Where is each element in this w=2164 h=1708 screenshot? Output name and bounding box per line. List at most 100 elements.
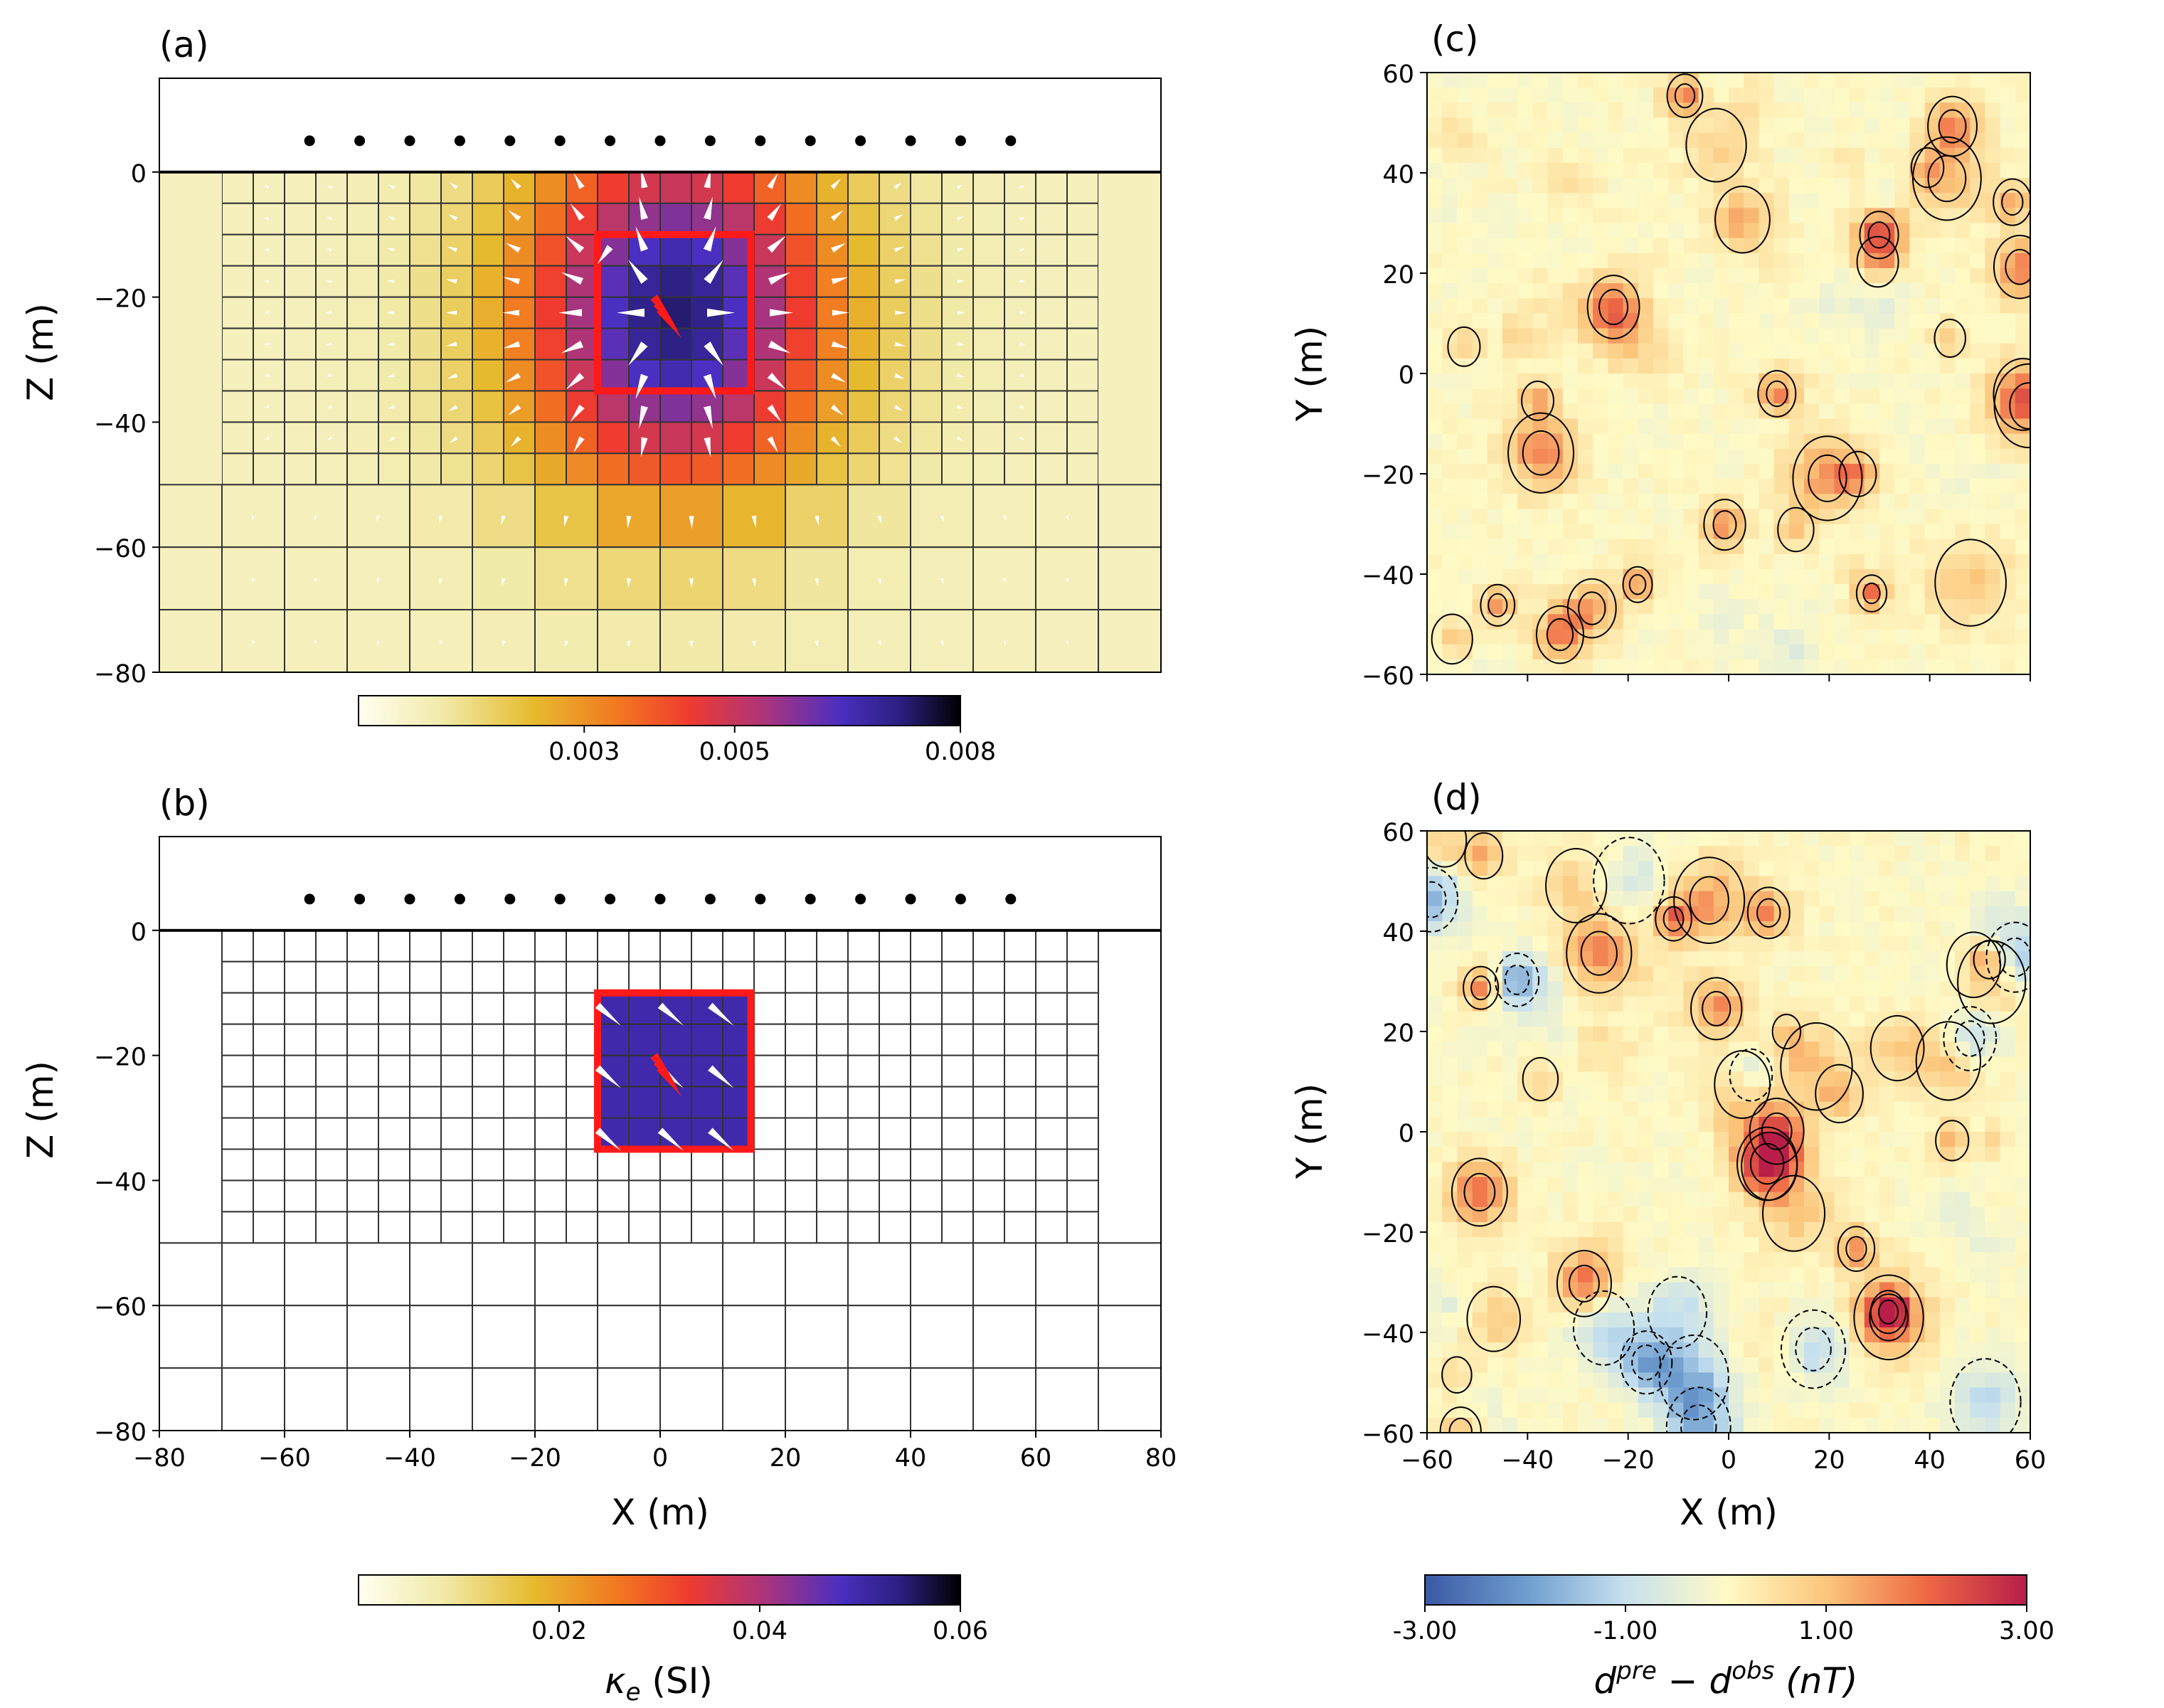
- arrow: [1019, 436, 1025, 440]
- residual-cell: [1804, 373, 1820, 389]
- residual-cell: [1713, 891, 1729, 907]
- residual-cell: [1683, 509, 1699, 525]
- magnetization-arrows: [252, 168, 1069, 648]
- arrow: [893, 404, 903, 412]
- residual-cell: [1713, 1132, 1729, 1147]
- mesh-cell: [221, 1242, 285, 1307]
- residual-cell: [1517, 1011, 1533, 1027]
- residual-cell: [1879, 403, 1895, 420]
- residual-cell: [1668, 614, 1684, 630]
- residual-cell: [1653, 494, 1669, 509]
- mesh-cell: [659, 1367, 723, 1431]
- mesh-cell: [1035, 1086, 1068, 1119]
- arrow: [831, 341, 849, 349]
- residual-cell: [1879, 936, 1895, 952]
- residual-cell: [1532, 1372, 1549, 1389]
- residual-cell: [1955, 891, 1971, 907]
- residual-cell: [1623, 433, 1639, 450]
- residual-cell: [1487, 846, 1503, 861]
- residual-cell: [1773, 629, 1790, 645]
- residual-cell: [1532, 208, 1549, 224]
- residual-cell: [1623, 238, 1639, 254]
- residual-cell: [1985, 162, 2001, 179]
- residual-cell: [1759, 509, 1775, 525]
- residual-cell: [1864, 73, 1880, 88]
- residual-cell: [1713, 1071, 1729, 1088]
- mesh-cell: [315, 452, 348, 486]
- residual-cell: [1744, 388, 1759, 404]
- residual-cell: [2015, 1132, 2030, 1147]
- residual-cell: [2000, 831, 2016, 847]
- residual-cell: [1487, 298, 1503, 314]
- residual-cell: [1819, 253, 1835, 269]
- residual-cell: [1985, 1221, 2001, 1238]
- residual-cell: [1985, 267, 2001, 284]
- residual-cell: [1804, 193, 1820, 208]
- residual-cell: [1517, 891, 1533, 907]
- mesh-cell: [284, 390, 317, 423]
- residual-cell: [1924, 876, 1941, 892]
- residual-cell: [1472, 1147, 1488, 1162]
- residual-cell: [2000, 253, 2016, 269]
- arrow: [1019, 373, 1026, 377]
- mesh-cell: [972, 1054, 1005, 1088]
- residual-cell: [1970, 644, 1985, 660]
- arrow: [958, 311, 965, 315]
- residual-cell: [1487, 448, 1503, 465]
- residual-cell: [1623, 223, 1639, 239]
- residual-cell: [1744, 1312, 1759, 1328]
- residual-cell: [1442, 418, 1458, 435]
- residual-cell: [1788, 1237, 1805, 1253]
- residual-cell: [1879, 1162, 1895, 1178]
- residual-cell: [1729, 358, 1744, 374]
- residual-cell: [1894, 1237, 1910, 1253]
- residual-cell: [1427, 132, 1443, 149]
- residual-cell: [1623, 388, 1639, 404]
- residual-cell: [1487, 267, 1503, 284]
- residual-cell: [1759, 1177, 1775, 1193]
- residual-contours: [1427, 831, 2030, 1433]
- residual-cell: [1653, 1071, 1669, 1088]
- residual-cell: [1562, 1147, 1579, 1162]
- residual-cell: [1759, 981, 1775, 997]
- residual-cell: [1729, 599, 1744, 615]
- residual-cell: [1924, 1297, 1941, 1313]
- residual-cell: [2015, 1056, 2030, 1072]
- residual-cell: [1909, 996, 1926, 1012]
- mesh-cell: [284, 1179, 317, 1213]
- residual-cell: [1864, 1372, 1880, 1389]
- residual-cell: [1894, 1071, 1910, 1088]
- residual-cell: [2000, 373, 2016, 389]
- mesh-cell: [534, 327, 567, 361]
- mesh-cell: [691, 1117, 723, 1150]
- mesh-cell: [221, 1054, 254, 1088]
- residual-cell: [1487, 921, 1503, 937]
- mesh-cell: [346, 1211, 379, 1244]
- residual-cell: [1985, 1237, 2001, 1253]
- residual-cell: [1698, 629, 1714, 645]
- positive-contour: [1934, 319, 1966, 358]
- residual-cell: [1578, 659, 1593, 674]
- residual-cell: [1788, 831, 1805, 847]
- residual-cell: [2000, 403, 2016, 420]
- residual-cell: [1924, 951, 1941, 967]
- residual-cell: [1427, 524, 1443, 540]
- residual-cell: [1759, 1267, 1775, 1283]
- xtick-label: 40: [895, 1444, 927, 1473]
- residual-cell: [1502, 298, 1518, 314]
- residual-cell: [1985, 1177, 2001, 1193]
- residual-cell: [1894, 1327, 1910, 1343]
- residual-cell: [1578, 876, 1593, 892]
- mesh-cell: [941, 929, 974, 962]
- arrow: [815, 578, 819, 586]
- residual-cell: [1970, 1056, 1985, 1072]
- residual-cell: [1788, 876, 1805, 892]
- residual-cell: [1955, 178, 1971, 193]
- residual-cell: [1517, 906, 1533, 922]
- positive-contour: [1777, 506, 1815, 553]
- mesh-cell: [472, 1086, 504, 1119]
- residual-cell: [1668, 951, 1684, 967]
- residual-cell: [1955, 463, 1971, 479]
- residual-cell: [1985, 876, 2001, 892]
- residual-cell: [1864, 403, 1880, 420]
